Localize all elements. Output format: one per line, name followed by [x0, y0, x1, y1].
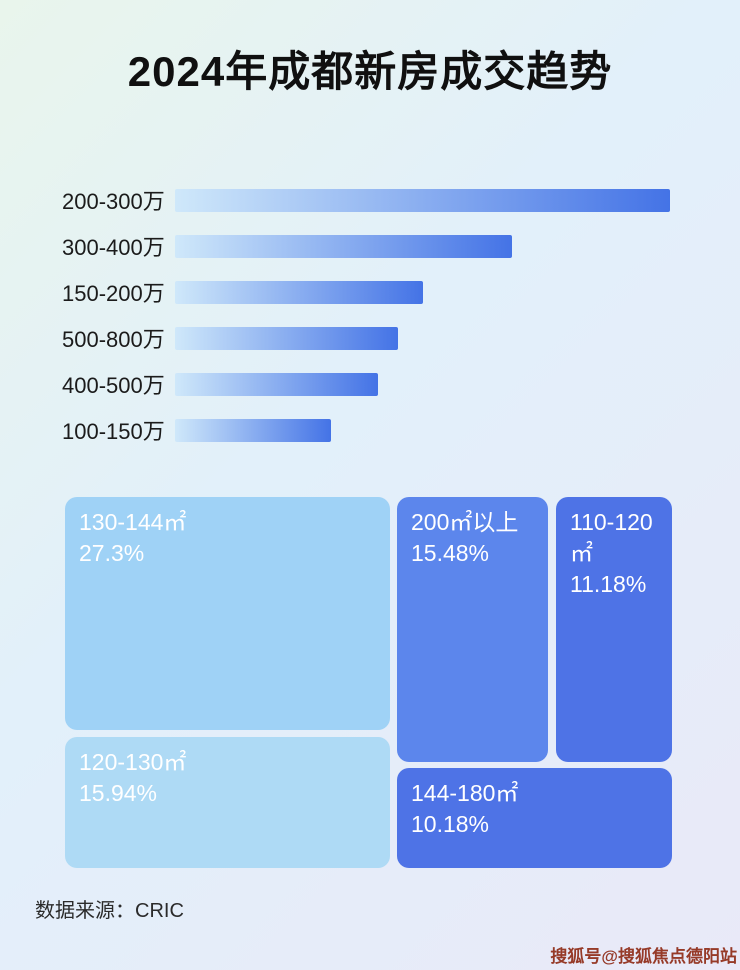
treemap-block-label: 144-180㎡ — [411, 780, 519, 806]
treemap-block-percent: 15.48% — [411, 540, 490, 567]
treemap-block-label: 200㎡以上 — [411, 509, 519, 535]
bar-row: 200-300万 — [62, 177, 670, 223]
treemap-block: 120-130㎡ 15.94% — [65, 737, 390, 868]
bar-category-label: 400-500万 — [62, 373, 165, 398]
area-share-treemap: 130-144㎡ 27.3% 200㎡以上 15.48% 110-120㎡ 11… — [65, 497, 672, 868]
bar-category-label: 150-200万 — [62, 281, 165, 306]
bar-category-label: 500-800万 — [62, 327, 165, 352]
bar-track — [175, 418, 670, 442]
bar — [175, 234, 512, 258]
treemap-block: 110-120㎡ 11.18% — [556, 497, 672, 762]
bar-track — [175, 372, 670, 396]
treemap-block: 144-180㎡ 10.18% — [397, 768, 672, 868]
bar-category-label: 300-400万 — [62, 235, 165, 260]
treemap-block: 130-144㎡ 27.3% — [65, 497, 390, 730]
bar — [175, 280, 423, 304]
price-range-bar-chart: 200-300万 300-400万 150-200万 500-800万 400-… — [62, 177, 670, 453]
data-source-label: 数据来源：CRIC — [35, 900, 184, 922]
treemap-block-percent: 10.18% — [411, 811, 490, 838]
bar-row: 100-150万 — [62, 407, 670, 453]
treemap-block-label: 110-120㎡ — [570, 509, 653, 567]
bar-row: 400-500万 — [62, 361, 670, 407]
bar — [175, 188, 670, 212]
page-title: 2024年成都新房成交趋势 — [127, 48, 613, 95]
treemap-block-percent: 27.3% — [79, 540, 145, 567]
bar-category-label: 100-150万 — [62, 419, 165, 444]
bar — [175, 418, 331, 442]
treemap-block-label: 120-130㎡ — [79, 749, 187, 775]
treemap-block-percent: 11.18% — [570, 571, 647, 598]
bar-track — [175, 326, 670, 350]
bar-track — [175, 234, 670, 258]
bar-category-label: 200-300万 — [62, 189, 165, 214]
bar-row: 500-800万 — [62, 315, 670, 361]
treemap-block-label: 130-144㎡ — [79, 509, 187, 535]
treemap-block: 200㎡以上 15.48% — [397, 497, 548, 762]
bar — [175, 372, 378, 396]
bar-track — [175, 188, 670, 212]
bar — [175, 326, 398, 350]
treemap-block-percent: 15.94% — [79, 780, 158, 807]
bar-row: 300-400万 — [62, 223, 670, 269]
bar-row: 150-200万 — [62, 269, 670, 315]
watermark: 搜狐号@搜狐焦点德阳站 — [550, 947, 737, 966]
bar-track — [175, 280, 670, 304]
